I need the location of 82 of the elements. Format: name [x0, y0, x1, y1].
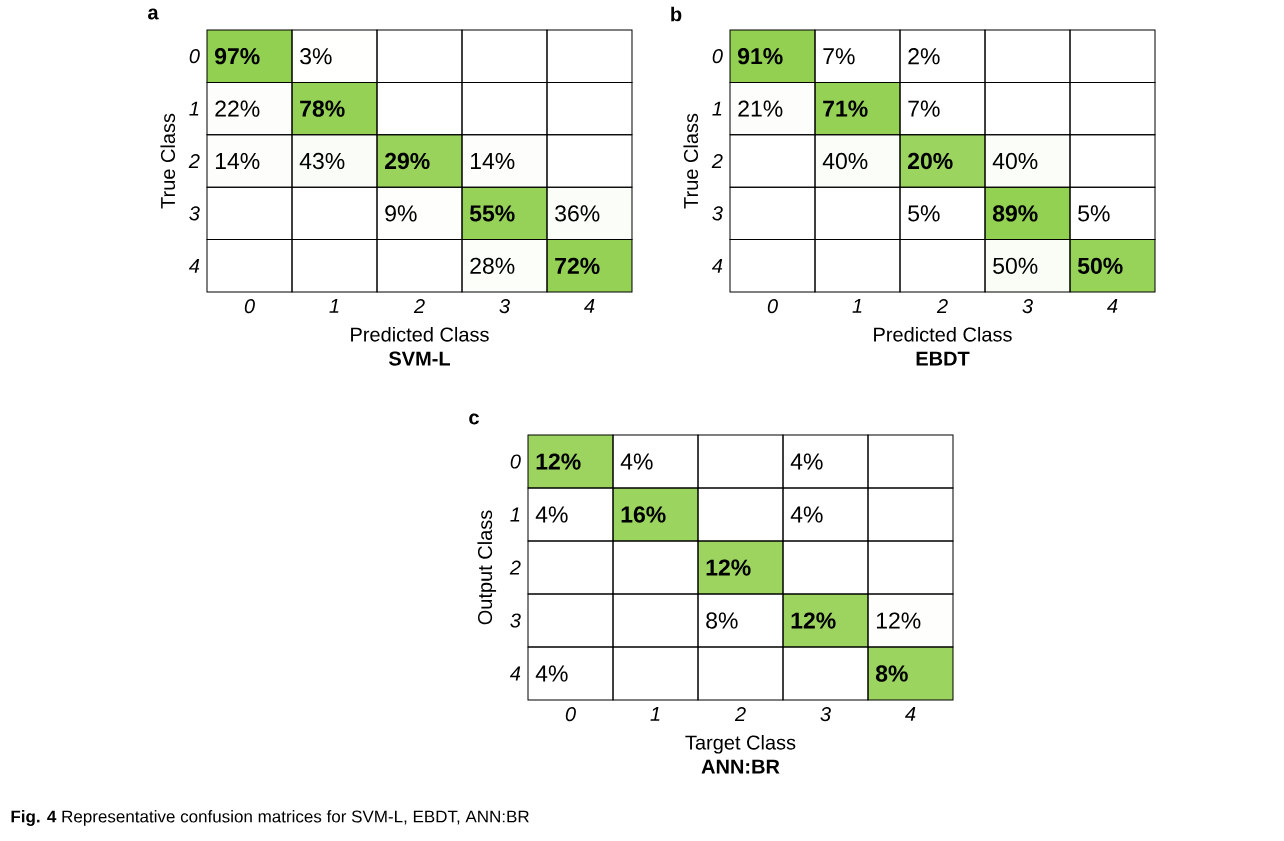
data-label: 4% — [790, 453, 823, 470]
data-label: 97% — [214, 48, 260, 65]
data-label: 40% — [822, 152, 868, 170]
data-label: 71% — [823, 100, 868, 117]
y-axis-title: True Class — [160, 113, 176, 209]
data-label: 50% — [993, 257, 1038, 274]
data-label: 29% — [384, 152, 430, 170]
data-label: 7% — [908, 100, 940, 117]
x-axis-title: Target Class — [685, 734, 796, 754]
x-tick-label: 1 — [329, 299, 339, 313]
data-label: 55% — [469, 205, 515, 222]
data-label: 20% — [907, 152, 953, 170]
y-tick-label: 0 — [712, 49, 723, 64]
y-tick-label: 3 — [189, 206, 200, 221]
data-label: 5% — [908, 205, 940, 222]
y-axis-title: Output Class — [477, 510, 497, 625]
data-label: 7% — [823, 48, 855, 65]
data-label: 21% — [738, 100, 783, 117]
data-label: 36% — [555, 205, 600, 222]
data-label: 4% — [535, 665, 568, 682]
x-tick-label: 2 — [734, 707, 746, 722]
y-tick-label: 2 — [188, 154, 200, 168]
x-tick-label: 3 — [820, 707, 831, 722]
x-tick-label: 1 — [650, 707, 660, 721]
data-label: 14% — [215, 152, 260, 170]
data-label: 28% — [470, 257, 515, 274]
x-tick-label: 0 — [767, 299, 778, 314]
data-label: 4% — [790, 506, 823, 523]
y-tick-label: 4 — [711, 258, 723, 273]
y-tick-label: 2 — [711, 154, 723, 168]
data-label: 12% — [876, 612, 921, 629]
chart-title: b — [671, 6, 682, 22]
data-label: 4% — [620, 453, 653, 470]
x-axis-title: Predicted Class — [874, 326, 1012, 342]
data-label: 5% — [1078, 205, 1110, 222]
data-label: 12% — [536, 453, 581, 470]
data-label: 91% — [737, 48, 783, 65]
y-tick-label: 2 — [509, 560, 521, 575]
text: EBDT — [916, 351, 970, 366]
text: ANN:BR — [701, 759, 780, 774]
x-tick-label: 0 — [565, 707, 576, 722]
y-axis-title: True Class — [683, 113, 699, 209]
data-label: 78% — [300, 100, 345, 117]
data-label: 22% — [215, 100, 260, 117]
x-tick-label: 2 — [936, 299, 948, 314]
x-tick-label: 4 — [905, 707, 916, 721]
chart-title: c — [469, 413, 479, 425]
data-label: 43% — [299, 152, 345, 170]
y-tick-label: 4 — [509, 666, 521, 681]
data-label: 12% — [791, 612, 836, 629]
y-tick-label: 3 — [712, 206, 723, 221]
y-tick-label: 0 — [189, 49, 200, 64]
y-tick-label: 4 — [188, 258, 200, 273]
chart-title: a — [148, 8, 159, 20]
x-axis-title: Predicted Class — [351, 326, 489, 342]
data-label: 3% — [300, 48, 332, 65]
x-tick-label: 3 — [1022, 299, 1033, 314]
data-label: 8% — [875, 665, 908, 682]
data-label: 2% — [908, 48, 940, 65]
y-tick-label: 3 — [510, 613, 521, 628]
data-label: 89% — [992, 205, 1038, 222]
data-label: 14% — [470, 152, 515, 170]
data-label: 9% — [385, 205, 417, 222]
y-tick-label: 0 — [510, 454, 521, 469]
data-label: 16% — [621, 506, 666, 523]
data-label: 8% — [706, 612, 738, 629]
y-tick-label: 1 — [189, 101, 199, 116]
data-label: 40% — [992, 152, 1038, 170]
x-tick-label: 0 — [244, 299, 255, 314]
x-tick-label: 3 — [499, 299, 510, 314]
y-tick-label: 1 — [712, 101, 722, 116]
x-tick-label: 2 — [413, 299, 425, 314]
data-label: 4% — [535, 506, 568, 523]
data-label: 12% — [706, 559, 751, 576]
data-label: 50% — [1077, 257, 1123, 274]
x-tick-label: 4 — [584, 299, 595, 313]
x-tick-label: 1 — [852, 299, 862, 313]
y-tick-label: 1 — [510, 507, 520, 522]
x-tick-label: 4 — [1107, 299, 1118, 313]
data-label: 72% — [555, 257, 600, 274]
text: SVM-L — [388, 351, 450, 366]
text: Fig. 4 Representative confusion matrices for SVM-L, EBDT, ANN:BR — [11, 810, 529, 826]
